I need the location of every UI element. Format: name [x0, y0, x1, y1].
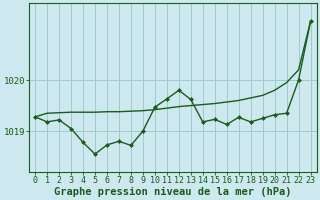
X-axis label: Graphe pression niveau de la mer (hPa): Graphe pression niveau de la mer (hPa)	[54, 186, 292, 197]
